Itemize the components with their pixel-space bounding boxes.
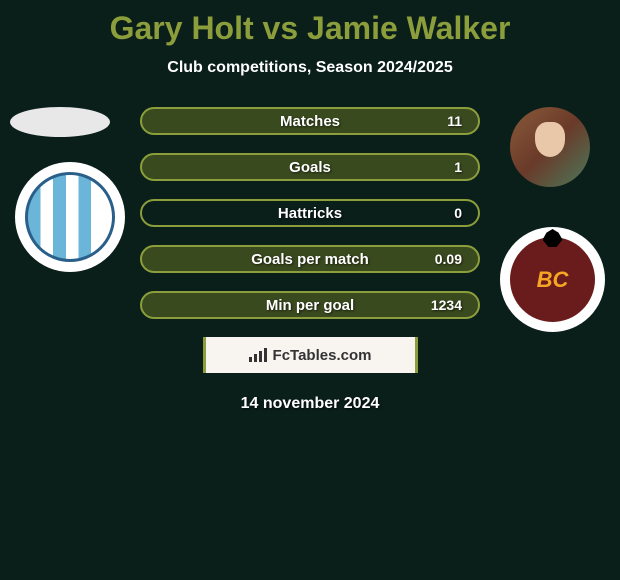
stat-right-value: 11 bbox=[447, 113, 462, 129]
stat-bar-hattricks: Hattricks 0 bbox=[140, 199, 480, 227]
stat-bar-min-per-goal: Min per goal 1234 bbox=[140, 291, 480, 319]
chart-icon bbox=[249, 348, 267, 362]
stat-bar-goals-per-match: Goals per match 0.09 bbox=[140, 245, 480, 273]
subtitle: Club competitions, Season 2024/2025 bbox=[0, 59, 620, 77]
brand-box: FcTables.com bbox=[203, 337, 418, 373]
stat-label: Goals per match bbox=[158, 251, 462, 268]
stat-right-value: 0.09 bbox=[435, 251, 462, 267]
stat-label: Hattricks bbox=[158, 205, 462, 222]
stat-bar-goals: Goals 1 bbox=[140, 153, 480, 181]
date-label: 14 november 2024 bbox=[0, 395, 620, 413]
stat-label: Min per goal bbox=[158, 297, 462, 314]
stat-bar-matches: Matches 11 bbox=[140, 107, 480, 135]
stat-right-value: 1 bbox=[454, 159, 462, 175]
player-right-avatar bbox=[510, 107, 590, 187]
player-right-badge: BC bbox=[500, 227, 605, 332]
stat-bars-container: Matches 11 Goals 1 Hattricks 0 Goals per… bbox=[140, 107, 480, 319]
player-left-badge bbox=[15, 162, 125, 272]
brand-label: FcTables.com bbox=[273, 347, 372, 364]
player-left-avatar bbox=[10, 107, 110, 137]
page-title: Gary Holt vs Jamie Walker bbox=[0, 0, 620, 47]
comparison-area: BC Matches 11 Goals 1 Hattricks 0 Goals … bbox=[0, 107, 620, 413]
stat-label: Matches bbox=[158, 113, 462, 130]
colchester-badge-icon bbox=[25, 172, 115, 262]
bc-badge-icon: BC bbox=[510, 237, 595, 322]
stat-label: Goals bbox=[158, 159, 462, 176]
stat-right-value: 0 bbox=[454, 205, 462, 221]
stat-right-value: 1234 bbox=[431, 297, 462, 313]
